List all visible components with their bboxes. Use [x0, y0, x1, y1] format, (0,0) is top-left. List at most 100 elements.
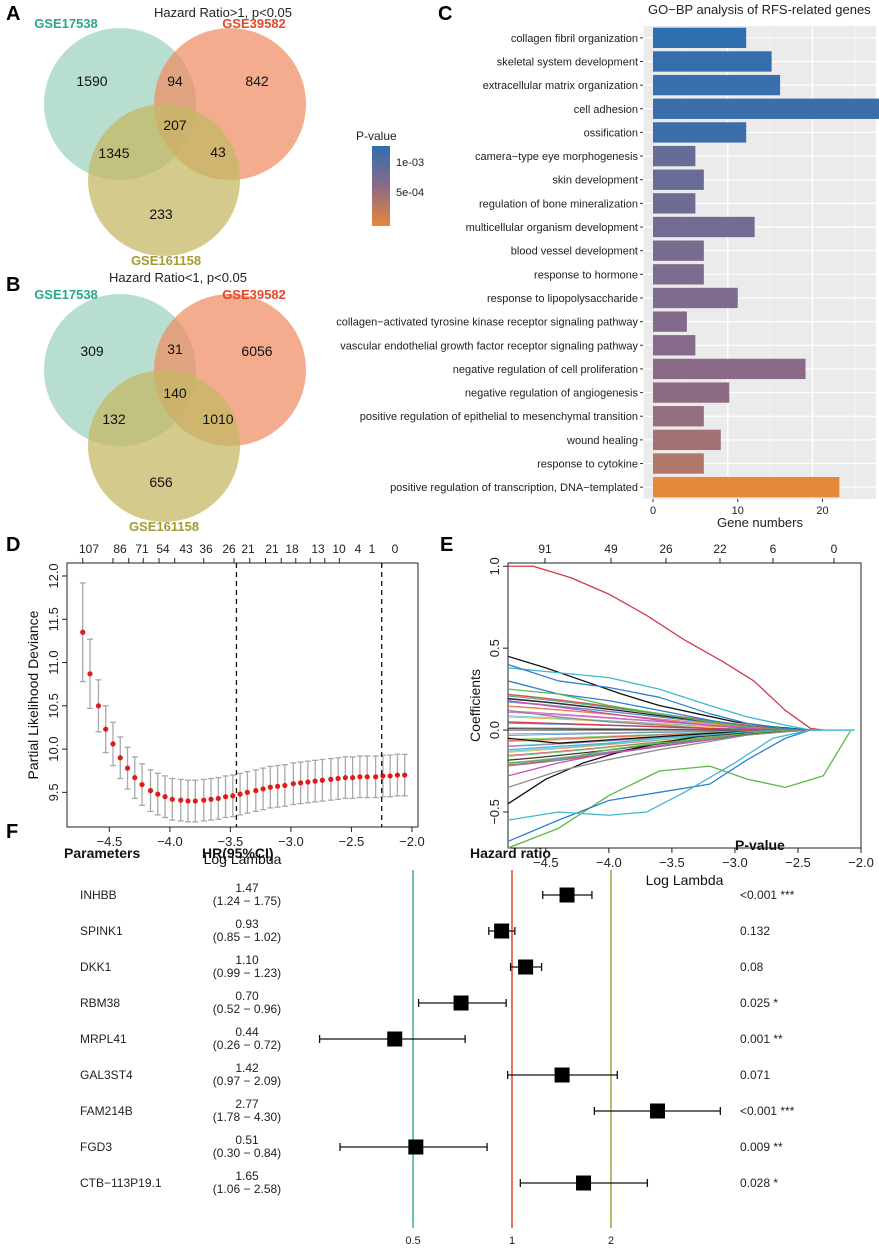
venn-a-only3: 233 — [149, 206, 173, 222]
venn-b-r23: 1010 — [202, 411, 233, 427]
go-bp-category-label-14: negative regulation of cell proliferatio… — [453, 364, 638, 376]
coef-top-label-1: 49 — [604, 542, 618, 556]
venn-a-r123: 207 — [163, 117, 187, 133]
forest-row-hr-4: 0.44 — [235, 1025, 259, 1039]
deviance-point-24 — [260, 786, 266, 792]
forest-row-hr-5: 1.42 — [235, 1061, 259, 1075]
deviance-point-32 — [319, 777, 325, 783]
coef-path-green-long — [507, 729, 852, 849]
deviance-point-8 — [139, 781, 145, 788]
forest-row-name-0: INHBB — [80, 888, 117, 902]
deviance-point-30 — [305, 779, 311, 785]
deviance-top-label-12: 4 — [355, 542, 362, 556]
forest-row-name-1: SPINK1 — [80, 924, 123, 938]
deviance-top-label-14: 0 — [392, 542, 399, 556]
coef-path-red — [508, 565, 824, 731]
forest-hr-marker-5 — [554, 1067, 570, 1083]
go-bp-bar-3 — [653, 98, 879, 119]
forest-hr-marker-0 — [559, 887, 575, 903]
forest-row-hr-3: 0.70 — [235, 989, 259, 1003]
deviance-point-31 — [312, 778, 318, 784]
go-bp-bar-19 — [653, 477, 840, 498]
coef-xtick-label-2: −3.5 — [659, 855, 685, 870]
go-bp-bar-17 — [653, 429, 721, 451]
deviance-ytick-label-5: 12.0 — [46, 563, 61, 588]
deviance-point-3 — [103, 726, 109, 732]
deviance-ytick-label-4: 11.5 — [46, 607, 61, 631]
deviance-top-label-1: 86 — [113, 542, 127, 556]
go-bp-category-label-11: response to lipopolysaccharide — [487, 293, 638, 305]
venn-a-set1-label: GSE17538 — [34, 16, 98, 31]
forest-row-pvalue-4: 0.001 ** — [740, 1032, 783, 1046]
lambda-deviance-chart: −4.5 −4.0 −3.5 −3.0 −2.5 −2.0 9.5 10.0 10.5 11.0 1… — [25, 542, 425, 867]
coef-xtick-label-5: −2.0 — [848, 855, 874, 870]
deviance-point-20 — [230, 793, 236, 799]
deviance-point-7 — [132, 775, 138, 781]
forest-row-ci-4: (0.26 − 0.72) — [213, 1038, 281, 1052]
coef-path-gray-2 — [507, 729, 811, 789]
forest-header-hr: HR(95%CI) — [202, 845, 274, 861]
coef-ytick-label-0: −0.5 — [487, 799, 502, 825]
go-bp-category-label-18: response to cytokine — [537, 459, 638, 471]
forest-hr-marker-3 — [453, 995, 469, 1011]
go-bp-bar-2 — [653, 74, 781, 96]
forest-row-name-6: FAM214B — [80, 1104, 133, 1118]
venn-a-set2-label: GSE39582 — [222, 16, 286, 31]
forest-xtick-label-0: 0.5 — [405, 1235, 420, 1247]
venn-b: Hazard Ratio<1, p<0.05 GSE17538 GSE39582… — [34, 270, 306, 534]
go-bp-bar-12 — [653, 311, 687, 332]
go-bp-bar-4 — [653, 122, 747, 143]
go-bp-category-label-6: skin development — [552, 175, 638, 187]
forest-header-plot: Hazard ratio — [470, 845, 551, 861]
forest-row-pvalue-7: 0.009 ** — [740, 1140, 783, 1154]
deviance-top-label-9: 18 — [285, 542, 299, 556]
go-bp-category-label-9: blood vessel development — [511, 246, 638, 258]
panel-label-a: A — [6, 3, 20, 25]
forest-row-name-5: GAL3ST4 — [80, 1068, 133, 1082]
go-bp-bar-5 — [653, 145, 696, 167]
forest-row-ci-3: (0.52 − 0.96) — [213, 1002, 281, 1016]
forest-row-ci-7: (0.30 − 0.84) — [213, 1146, 281, 1160]
pvalue-legend-label-high: 1e-03 — [396, 157, 424, 169]
venn-b-set2-label: GSE39582 — [222, 287, 286, 302]
deviance-point-27 — [282, 782, 288, 789]
deviance-point-37 — [357, 774, 363, 780]
venn-b-r12: 31 — [167, 341, 183, 357]
pvalue-legend-title: P-value — [356, 129, 397, 143]
coef-xtick-label-3: −3.0 — [722, 855, 748, 870]
go-bp-category-label-8: multicellular organism development — [466, 222, 638, 234]
forest-row-name-4: MRPL41 — [80, 1032, 127, 1046]
deviance-point-43 — [402, 772, 408, 778]
panel-label-b: B — [6, 274, 20, 296]
deviance-xtick-label-5: −2.0 — [399, 834, 425, 849]
deviance-point-36 — [350, 775, 356, 781]
deviance-point-34 — [335, 775, 341, 782]
forest-row-ci-5: (0.97 − 2.09) — [213, 1074, 281, 1088]
deviance-top-label-3: 54 — [156, 542, 170, 556]
forest-row-hr-0: 1.47 — [235, 881, 259, 895]
forest-row-hr-8: 1.65 — [235, 1169, 259, 1183]
deviance-point-23 — [253, 788, 259, 794]
go-bp-category-label-7: regulation of bone mineralization — [479, 198, 638, 210]
deviance-top-label-0: 107 — [79, 542, 99, 556]
deviance-point-21 — [237, 791, 243, 797]
forest-hr-marker-4 — [387, 1031, 403, 1047]
go-bp-category-label-13: vascular endothelial growth factor recep… — [340, 340, 638, 352]
deviance-point-28 — [290, 781, 296, 787]
pvalue-legend: P-value 1e-03 5e-04 — [356, 129, 424, 226]
go-bp-bar-9 — [653, 240, 704, 261]
deviance-point-19 — [222, 794, 229, 800]
venn-a-title: Hazard Ratio>1, p<0.05 — [154, 5, 292, 20]
venn-a-set3-circle — [88, 104, 240, 256]
go-bp-bar-7 — [653, 193, 696, 214]
go-bp-category-label-12: collagen−activated tyrosine kinase recep… — [336, 317, 638, 329]
coef-top-label-3: 22 — [713, 542, 727, 556]
deviance-point-35 — [342, 775, 348, 781]
coef-xtick-label-1: −4.0 — [596, 855, 622, 870]
deviance-top-label-7: 21 — [241, 542, 255, 556]
panel-label-d: D — [6, 534, 20, 556]
deviance-point-39 — [373, 774, 379, 780]
coef-frame — [507, 562, 862, 849]
coef-top-label-4: 6 — [770, 542, 777, 556]
